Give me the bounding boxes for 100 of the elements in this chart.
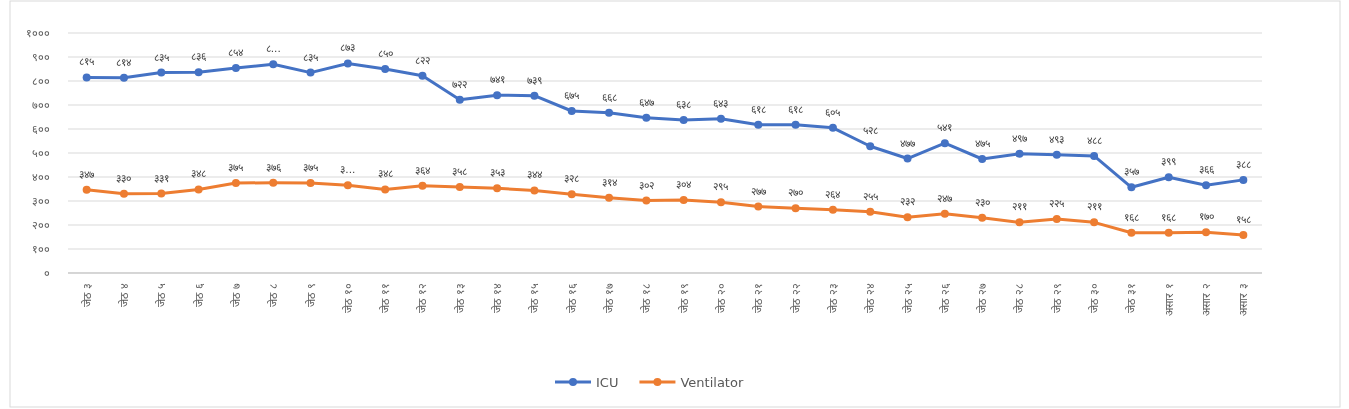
x-tick-label: जेठ ३ (80, 283, 94, 307)
data-label: ६४७ (638, 95, 655, 108)
point (1090, 151, 1099, 160)
point (343, 59, 352, 68)
data-label: २३० (974, 195, 990, 208)
data-label: ४९३ (1049, 132, 1065, 145)
data-label: ३७६ (265, 160, 281, 173)
point (1052, 215, 1061, 223)
data-label: ८३५ (303, 50, 319, 63)
point (1015, 149, 1024, 158)
x-tick-label: जेठ २९ (1050, 283, 1064, 313)
data-label: २६४ (825, 187, 841, 200)
data-label: ८३६ (191, 50, 207, 63)
data-label: २९५ (713, 180, 729, 193)
point (940, 139, 949, 148)
data-label: ६४३ (713, 96, 729, 109)
y-tick-label: ८०० (32, 75, 50, 88)
y-tick-label: १०० (32, 243, 50, 256)
point (493, 91, 502, 100)
point (231, 179, 240, 187)
x-tick-label: जेठ २६ (938, 283, 952, 313)
point (1164, 228, 1173, 237)
point (791, 204, 800, 213)
data-label: ३५७ (1123, 165, 1140, 178)
data-label: ८२२ (414, 53, 430, 66)
point (642, 196, 651, 205)
data-label: ३५३ (489, 166, 505, 179)
data-label: ८५० (377, 47, 393, 59)
point (567, 190, 576, 199)
x-tick-label: जेठ १० (341, 283, 355, 313)
x-tick-label: जेठ २२ (789, 283, 803, 313)
data-label: २२५ (1049, 197, 1065, 209)
data-label: १६८ (1161, 210, 1177, 223)
point (1052, 150, 1061, 159)
point (1127, 228, 1136, 237)
y-tick-label: ७०० (32, 99, 50, 112)
x-tick-label: असार १ (1162, 283, 1176, 316)
data-label: ८५४ (228, 46, 244, 59)
data-label: २७० (788, 186, 804, 199)
point (903, 213, 912, 222)
data-label: ७४१ (489, 73, 505, 86)
x-tick-label: जेठ १४ (491, 283, 505, 313)
point (1239, 175, 1248, 184)
point (306, 179, 315, 187)
x-tick-label: जेठ २४ (864, 283, 878, 313)
x-tick-label: जेठ २० (714, 283, 728, 313)
point (940, 209, 949, 218)
point (642, 113, 651, 122)
x-tick-label: जेठ ८ (267, 283, 281, 307)
data-label: ३९९ (1161, 155, 1177, 168)
point (1164, 173, 1173, 182)
point (1202, 181, 1211, 190)
point (82, 73, 91, 82)
point (455, 183, 464, 192)
point (605, 193, 614, 202)
data-label: ६१८ (750, 102, 766, 115)
y-tick-label: ३०० (32, 195, 50, 208)
point (119, 189, 128, 198)
data-label: १५८ (1235, 213, 1251, 226)
data-label: २११ (1011, 200, 1027, 213)
data-label: ३८८ (1235, 157, 1251, 170)
y-tick-label: ० (44, 267, 50, 280)
point (231, 64, 240, 73)
x-tick-label: जेठ २३ (826, 283, 840, 313)
x-tick-label: जेठ १२ (416, 283, 430, 313)
data-label: ३४८ (191, 167, 207, 180)
x-tick-label: जेठ ३० (1088, 283, 1102, 313)
point (82, 185, 91, 194)
data-label: ३६४ (414, 163, 430, 176)
point (754, 202, 763, 211)
point (194, 185, 203, 194)
data-label: २७७ (750, 184, 767, 197)
data-label: ८... (265, 42, 281, 55)
data-label: ४७५ (974, 137, 990, 149)
point (381, 185, 390, 194)
point (791, 120, 800, 129)
data-label: ३४७ (79, 167, 96, 180)
x-tick-label: जेठ ७ (229, 283, 243, 307)
point (343, 181, 352, 190)
point (381, 65, 390, 73)
data-label: ३७५ (303, 161, 319, 173)
point (1127, 183, 1136, 192)
point (679, 115, 688, 124)
x-tick-label: जेठ १५ (528, 283, 542, 313)
y-tick-label: ६०० (32, 123, 50, 136)
point (828, 205, 837, 214)
data-label: ३७५ (228, 161, 244, 173)
data-label: १६८ (1123, 210, 1139, 223)
data-label: २३२ (900, 195, 916, 208)
x-tick-label: जेठ ११ (379, 283, 393, 313)
point (269, 60, 278, 69)
y-tick-label: २०० (32, 219, 50, 232)
point (978, 213, 987, 222)
data-label: ६७५ (564, 89, 580, 101)
data-label: ६०५ (825, 105, 841, 118)
point (978, 155, 987, 163)
point (1202, 228, 1211, 237)
data-label: ३०२ (638, 178, 654, 191)
point (1015, 218, 1024, 227)
data-label: ७३९ (526, 73, 542, 86)
